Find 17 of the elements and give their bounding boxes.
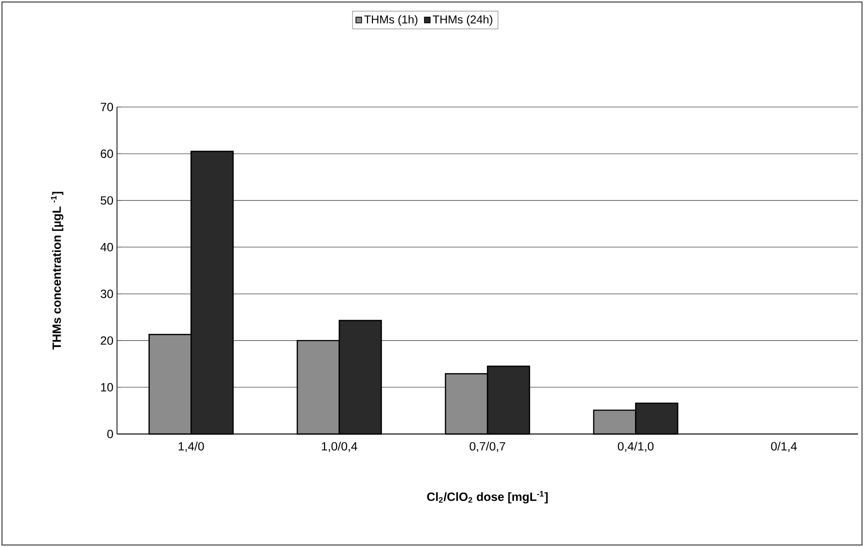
x-tick-label: 1,4/0 <box>178 442 204 452</box>
x-axis-title: Cl$_{2}$/ClO$_{2}$ dose [mgL$^{-1}$] <box>427 491 548 504</box>
y-tick-label: 60 <box>100 149 114 158</box>
y-tick-label: 0 <box>107 430 114 438</box>
y-tick-label: 10 <box>101 383 114 392</box>
y-tick-label: 30 <box>100 290 114 298</box>
y-tick-label: 20 <box>100 336 114 345</box>
y-tick-label: 40 <box>100 242 114 252</box>
x-tick-label: 1,0/0,4 <box>322 442 358 452</box>
x-tick-label: 0,7/0,7 <box>470 442 506 452</box>
x-tick-label: 0,4/1,0 <box>618 442 654 452</box>
legend-label: THMs (24h) <box>432 15 492 26</box>
y-tick-label: 50 <box>100 196 114 205</box>
y-tick-label: 70 <box>100 102 114 112</box>
x-tick-label: 0/1,4 <box>771 442 797 452</box>
legend-label: THMs (1h) <box>364 15 418 26</box>
y-axis-title: THMs concentration [µgL $^{-1}$] <box>50 192 64 350</box>
